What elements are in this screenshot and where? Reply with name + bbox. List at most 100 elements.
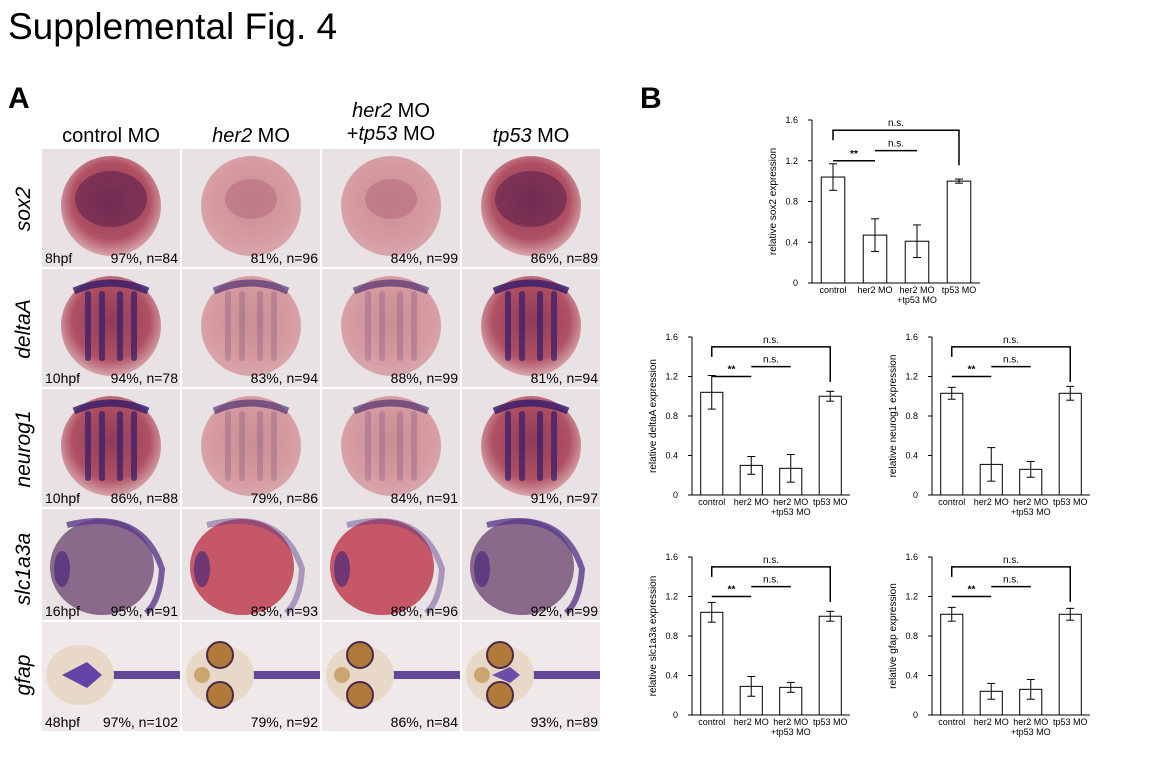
figure-title: Supplemental Fig. 4 xyxy=(8,6,338,47)
chart-svg: 0 0.4 0.8 1.2 1.6 relative slc1a3a expression… xyxy=(648,552,850,737)
y-tick-label: 1.6 xyxy=(665,332,678,342)
col-header-her2tp53-plus: + xyxy=(346,123,359,145)
category-label: control xyxy=(819,285,846,295)
y-tick-label: 0.4 xyxy=(785,237,798,247)
category-label: +tp53 MO xyxy=(771,727,811,737)
stat-label: 86%, n=84 xyxy=(390,714,458,730)
y-tick-label: 0.8 xyxy=(905,411,918,421)
stat-label: 91%, n=97 xyxy=(530,490,598,506)
category-label: tp53 MO xyxy=(1053,497,1088,507)
bar xyxy=(940,392,964,496)
category-label: +tp53 MO xyxy=(1011,507,1051,517)
category-label: her2 MO xyxy=(974,717,1009,727)
bar xyxy=(946,180,972,284)
significance-bracket xyxy=(951,346,1071,382)
col-header-control-text: control MO xyxy=(62,125,160,147)
significance-label: ** xyxy=(728,365,736,376)
category-label: her2 MO xyxy=(773,717,808,727)
category-label: tp53 MO xyxy=(1053,717,1088,727)
category-label: +tp53 MO xyxy=(897,295,937,305)
embryo-tile-sox2-her2-tp53: 84%, n=99 xyxy=(322,149,460,267)
embryo-tile-slc1a3a-her2-tp53: 88%, n=96 xyxy=(322,509,460,620)
embryo-tile-slc1a3a-her2: 83%, n=93 xyxy=(182,509,320,620)
significance-bracket xyxy=(832,129,960,166)
embryo-tile-neurog1-her2-tp53: 84%, n=91 xyxy=(322,389,460,507)
significance-label: n.s. xyxy=(763,575,779,586)
category-label: tp53 MO xyxy=(942,285,977,295)
bar xyxy=(818,395,842,496)
embryo-tile-slc1a3a-tp53: 92%, n=99 xyxy=(462,509,600,620)
embryo-tile-neurog1-control: 10hpf 86%, n=88 xyxy=(42,389,180,507)
chart-slc1a3a: 0 0.4 0.8 1.2 1.6 relative slc1a3a expression… xyxy=(640,545,860,750)
bar xyxy=(820,176,846,284)
stat-label: 88%, n=99 xyxy=(390,370,458,386)
panel-a-letter: A xyxy=(8,82,30,115)
y-tick-label: 0 xyxy=(673,490,678,500)
category-label: her2 MO xyxy=(974,497,1009,507)
significance-label: n.s. xyxy=(763,555,779,566)
stat-label: 88%, n=96 xyxy=(390,603,458,619)
y-tick-label: 0.8 xyxy=(905,631,918,641)
col-header-her2tp53-gene1: her2 xyxy=(352,100,393,122)
stat-label: 81%, n=94 xyxy=(530,370,598,386)
y-tick-label: 0 xyxy=(913,710,918,720)
significance-label: n.s. xyxy=(888,118,904,129)
y-axis-label: relative neurog1 expression xyxy=(888,355,899,478)
y-tick-label: 0 xyxy=(673,710,678,720)
col-header-tp53: tp53 MO xyxy=(462,125,600,148)
stat-label: 86%, n=88 xyxy=(110,490,178,506)
category-label: her2 MO xyxy=(773,497,808,507)
y-tick-label: 0 xyxy=(793,278,798,288)
y-tick-label: 1.2 xyxy=(905,592,918,602)
category-label: control xyxy=(698,497,725,507)
stat-label: 86%, n=89 xyxy=(530,250,598,266)
col-header-her2tp53-gene2: tp53 xyxy=(358,123,398,145)
significance-label: ** xyxy=(968,365,976,376)
y-tick-label: 0.4 xyxy=(905,671,918,681)
significance-bracket xyxy=(951,566,1071,602)
significance-bracket xyxy=(711,346,831,382)
col-header-her2: her2 MO xyxy=(182,125,320,148)
y-tick-label: 0.8 xyxy=(785,197,798,207)
embryo-tile-gfap-her2-tp53: 86%, n=84 xyxy=(322,622,460,731)
significance-bracket xyxy=(711,566,831,602)
chart-neurog1: 0 0.4 0.8 1.2 1.6 relative neurog1 expression… xyxy=(880,325,1100,530)
y-tick-label: 1.6 xyxy=(665,552,678,562)
stat-label: 84%, n=91 xyxy=(390,490,458,506)
stage-label: 8hpf xyxy=(45,250,73,266)
col-header-her2-tp53: her2 MO +tp53 MO xyxy=(322,100,460,146)
y-axis-label: relative gfap expression xyxy=(888,583,899,689)
category-label: +tp53 MO xyxy=(771,507,811,517)
y-tick-label: 1.6 xyxy=(905,552,918,562)
stat-label: 95%, n=91 xyxy=(110,603,178,619)
embryo-tile-sox2-tp53: 86%, n=89 xyxy=(462,149,600,267)
embryo-tile-deltaA-control: 10hpf 94%, n=78 xyxy=(42,269,180,387)
stat-label: 97%, n=102 xyxy=(102,714,178,730)
category-label: her2 MO xyxy=(1013,497,1048,507)
col-header-her2-suffix: MO xyxy=(252,125,290,147)
significance-label: n.s. xyxy=(1003,555,1019,566)
col-header-tp53-suffix: MO xyxy=(531,125,570,147)
significance-label: ** xyxy=(850,149,858,160)
col-header-her2tp53-suffix1: MO xyxy=(392,100,430,122)
embryo-tile-gfap-control: 48hpf 97%, n=102 xyxy=(42,622,180,731)
significance-label: n.s. xyxy=(1003,335,1019,346)
stat-label: 94%, n=78 xyxy=(110,370,178,386)
embryo-tile-deltaA-her2-tp53: 88%, n=99 xyxy=(322,269,460,387)
bar xyxy=(700,611,724,716)
significance-label: ** xyxy=(968,585,976,596)
bar xyxy=(940,613,964,716)
category-label: tp53 MO xyxy=(813,717,848,727)
category-label: her2 MO xyxy=(734,717,769,727)
y-tick-label: 1.6 xyxy=(905,332,918,342)
chart-deltaA: 0 0.4 0.8 1.2 1.6 relative deltaA expression c… xyxy=(640,325,860,530)
stage-label: 48hpf xyxy=(45,714,81,730)
category-label: her2 MO xyxy=(857,285,892,295)
significance-label: n.s. xyxy=(763,335,779,346)
bar xyxy=(1058,392,1082,496)
row-label-slc1a3a: slc1a3a xyxy=(12,532,35,606)
embryo-tile-deltaA-tp53: 81%, n=94 xyxy=(462,269,600,387)
row-label-sox2: sox2 xyxy=(12,186,35,232)
stage-label: 10hpf xyxy=(45,370,81,386)
category-label: her2 MO xyxy=(1013,717,1048,727)
